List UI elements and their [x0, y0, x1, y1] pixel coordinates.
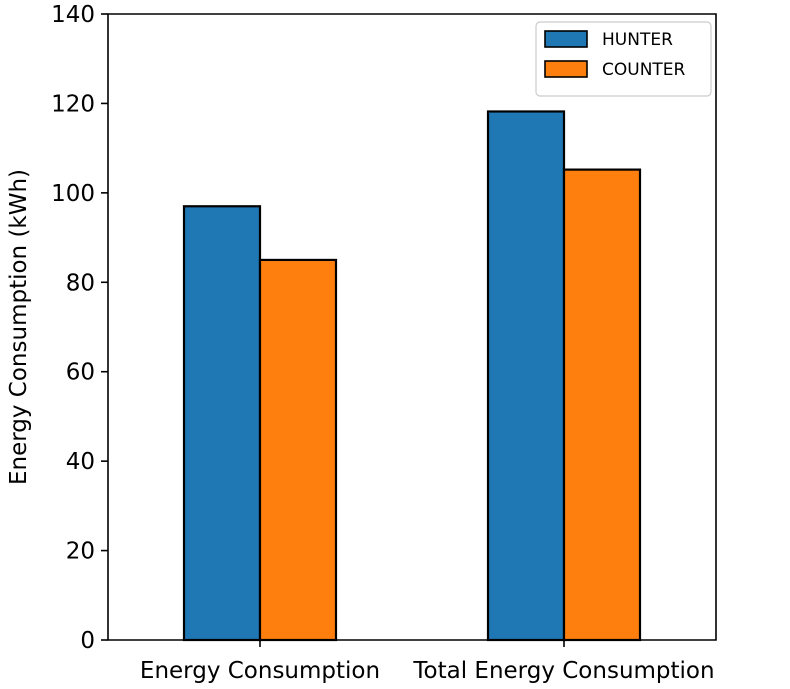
legend: HUNTER COUNTER — [535, 21, 712, 97]
x-tick-label: Energy Consumption — [140, 658, 380, 684]
plot-frame — [107, 13, 717, 641]
y-tick-label: 20 — [66, 539, 95, 565]
bar-counter-0 — [258, 258, 338, 642]
bar-counter-1 — [562, 168, 642, 642]
y-axis-title: Energy Consumption (kWh) — [6, 169, 32, 485]
legend-swatch-counter — [544, 60, 588, 78]
bar-hunter-0 — [182, 205, 262, 642]
x-tick-label: Total Energy Consumption — [412, 658, 714, 684]
y-tick-label: 120 — [51, 91, 95, 117]
legend-swatch-hunter — [544, 30, 588, 48]
x-axis: Energy Consumption Total Energy Consumpti… — [140, 640, 715, 684]
bars-layer — [182, 110, 642, 642]
y-tick-label: 40 — [66, 449, 95, 475]
legend-label-hunter: HUNTER — [602, 30, 673, 50]
legend-label-counter: COUNTER — [602, 60, 686, 80]
y-tick-label: 80 — [66, 270, 95, 296]
bar-hunter-1 — [486, 110, 566, 642]
y-axis: 0 20 40 60 80 100 120 140 — [51, 2, 108, 654]
y-tick-label: 60 — [66, 360, 95, 386]
y-tick-label: 0 — [80, 628, 95, 654]
y-tick-label: 100 — [51, 181, 95, 207]
y-tick-label: 140 — [51, 2, 95, 28]
